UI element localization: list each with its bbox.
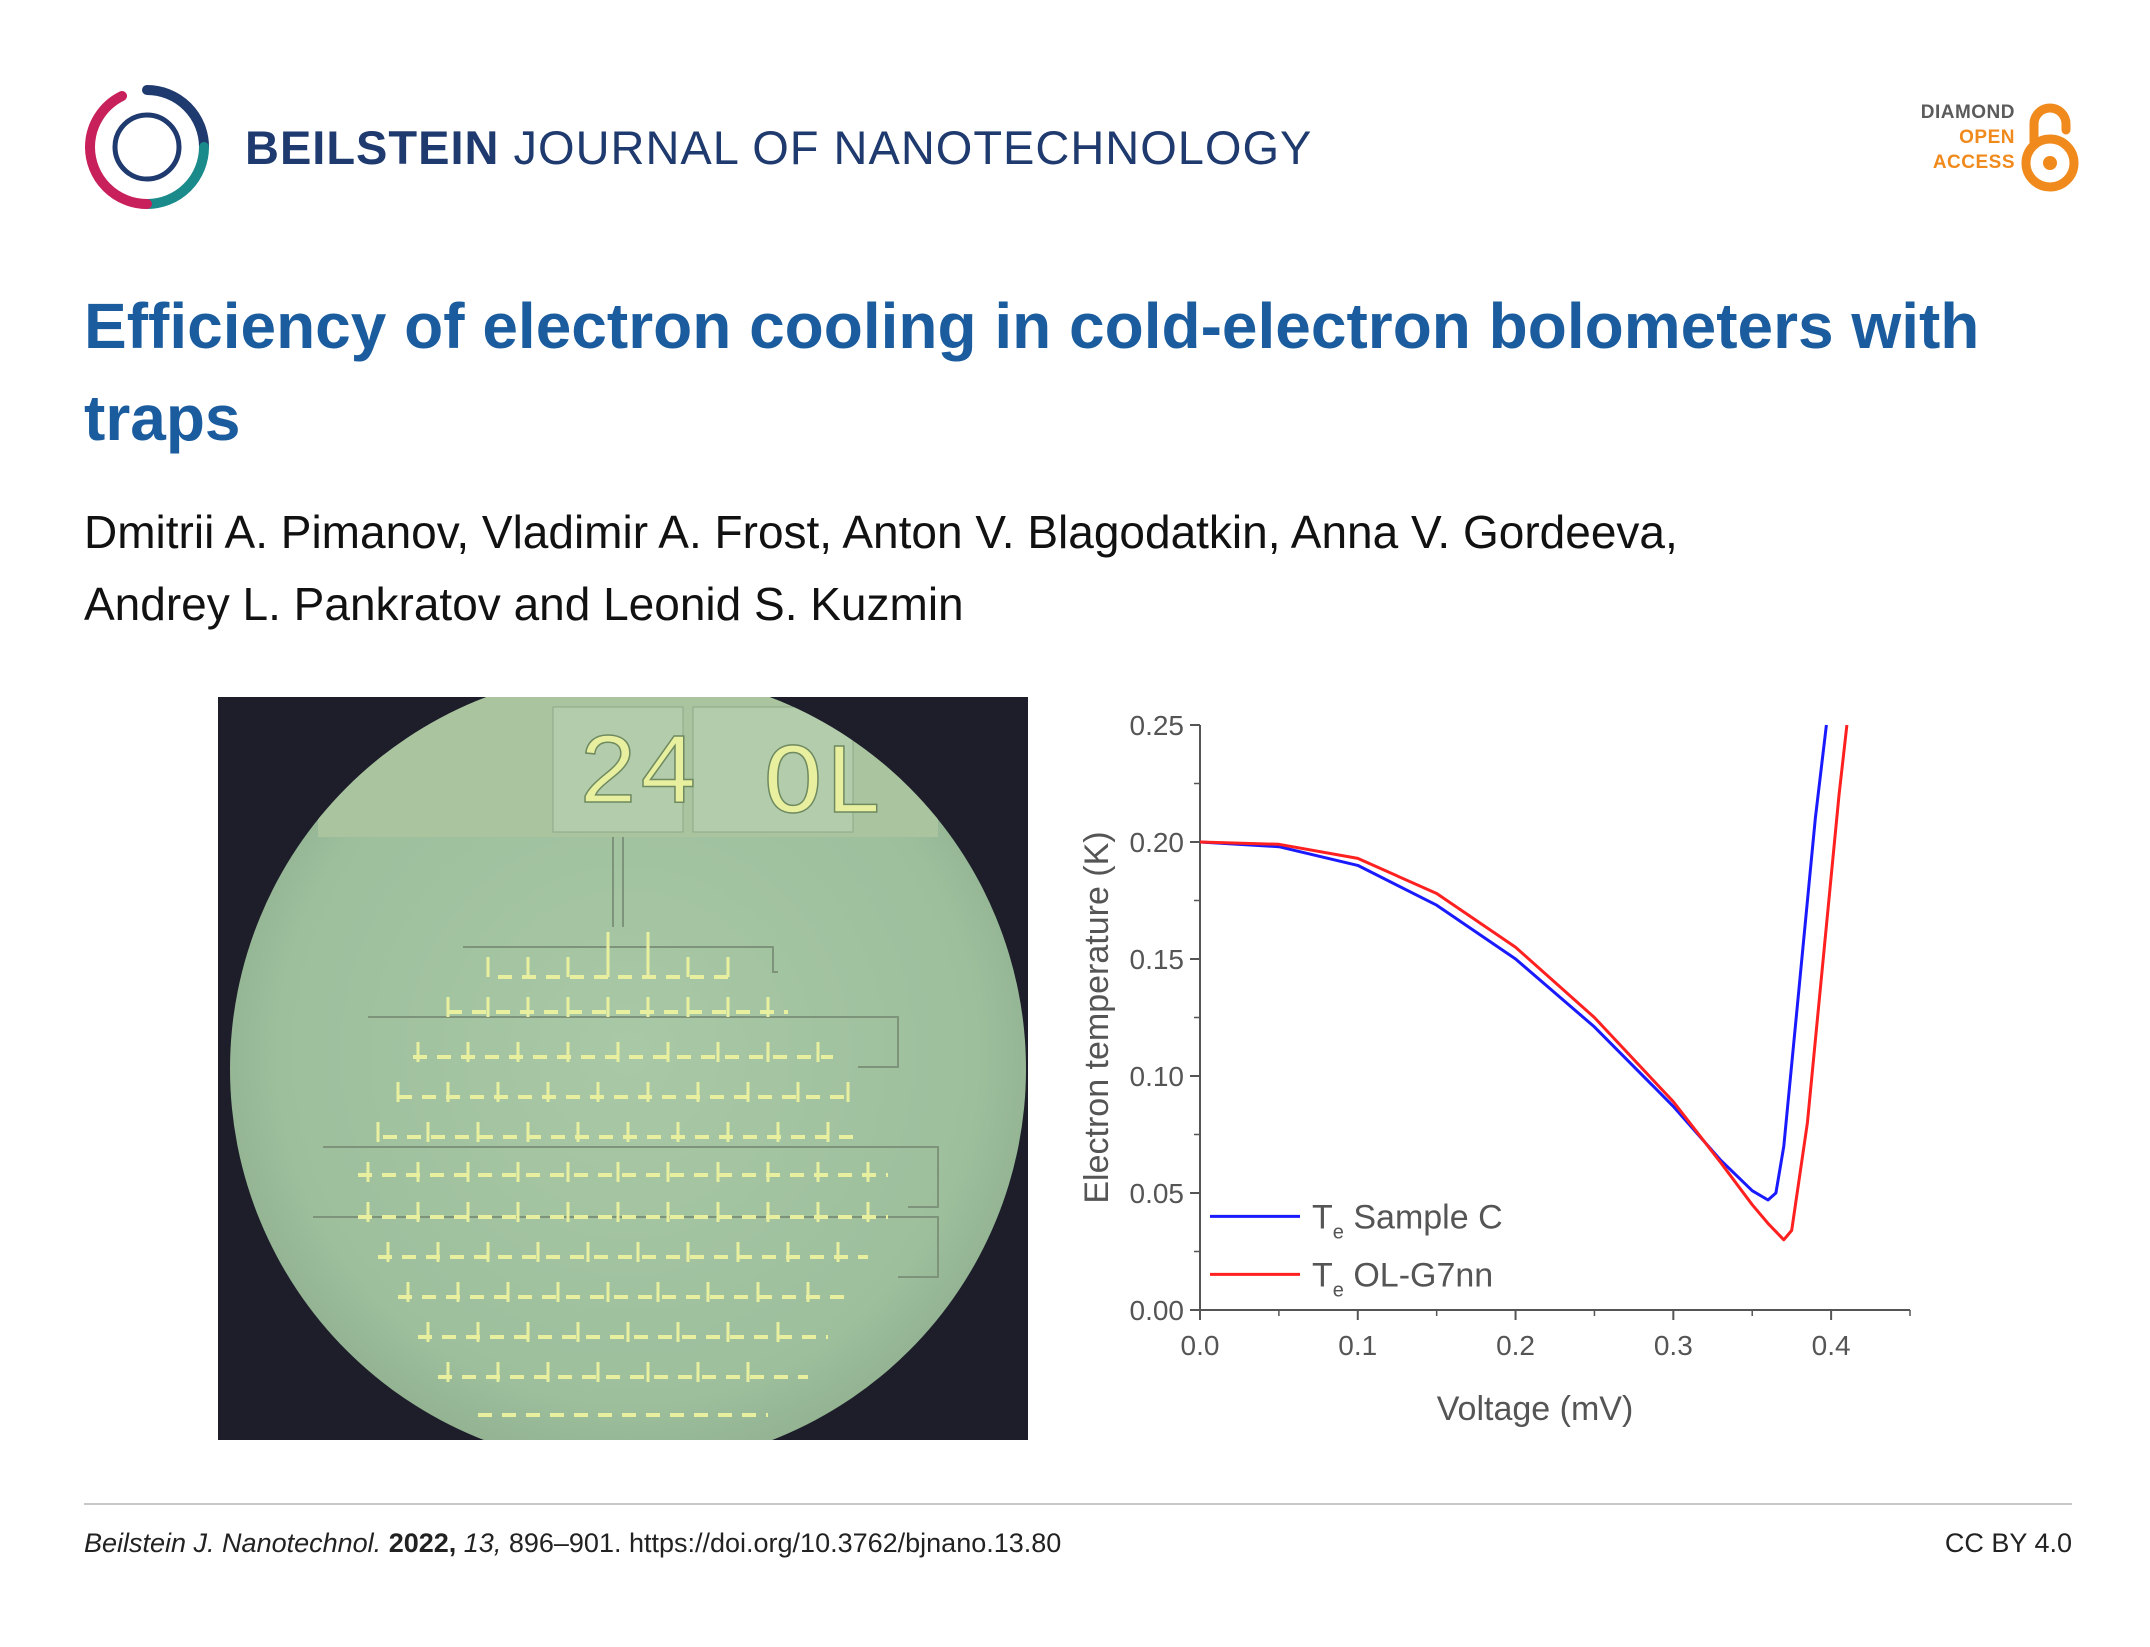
series-line-0 [1199, 724, 1828, 1202]
x-tick-label: 0.4 [1812, 1330, 1851, 1361]
x-axis-label: Voltage (mV) [1437, 1390, 1634, 1428]
y-tick-label: 0.25 [1130, 710, 1185, 741]
article-title: Efficiency of electron cooling in cold-e… [84, 290, 1980, 454]
legend-label-rest: OL-G7nn [1344, 1256, 1493, 1294]
journal-name-rest: JOURNAL OF NANOTECHNOLOGY [513, 121, 1313, 174]
y-tick-label: 0.20 [1130, 827, 1185, 858]
device-micrograph: 24 OL [218, 697, 1028, 1440]
x-tick-label: 0.1 [1338, 1330, 1377, 1361]
micrograph-label-24: 24 [578, 720, 698, 833]
x-tick-label: 0.0 [1181, 1330, 1220, 1361]
micrograph-label-ol: OL [763, 730, 883, 843]
citation-year: 2022, [388, 1528, 457, 1558]
legend-label-sub: e [1333, 1221, 1344, 1243]
journal-name: BEILSTEIN JOURNAL OF NANOTECHNOLOGY [245, 118, 1312, 178]
citation-pages-doi: 896–901. https://doi.org/10.3762/bjnano.… [508, 1528, 1062, 1558]
legend-label-rest: Sample C [1344, 1198, 1503, 1236]
chart-axes: 0.00 0.05 0.10 0.15 0.20 0.25 0.0 0.1 0.2 0.3 0.4 V… [1078, 710, 1911, 1428]
citation-journal: Beilstein J. Nanotechnol. [84, 1528, 382, 1558]
microscope-field [230, 697, 1026, 1440]
badge-line-access: ACCESS [1932, 152, 2015, 173]
diamond-open-access-badge: DIAMOND OPEN ACCESS [1880, 100, 2080, 200]
y-tick-label: 0.15 [1130, 944, 1185, 975]
badge-text: DIAMOND OPEN ACCESS [1921, 100, 2015, 175]
legend-label-sub: e [1333, 1279, 1344, 1301]
open-lock-icon [2021, 103, 2079, 192]
chart-series [1199, 724, 1849, 1242]
authors-line-1: Dmitrii A. Pimanov, Vladimir A. Frost, A… [84, 506, 1678, 558]
legend-label-main: T [1312, 1256, 1333, 1294]
y-tick-label: 0.05 [1130, 1178, 1185, 1209]
legend-label-1: Te OL-G7nn [1312, 1256, 1493, 1301]
citation-volume: 13, [463, 1528, 502, 1558]
y-tick-label: 0.10 [1130, 1061, 1185, 1092]
micrograph-image: 24 OL [230, 697, 1026, 1440]
y-axis-label: Electron temperature (K) [1078, 831, 1116, 1203]
citation: Beilstein J. Nanotechnol. 2022, 13, 896–… [84, 1528, 1061, 1559]
journal-name-bold: BEILSTEIN [245, 121, 500, 174]
x-tick-label: 0.2 [1496, 1330, 1535, 1361]
header: BEILSTEIN JOURNAL OF NANOTECHNOLOGY DIAM… [0, 0, 2150, 230]
footer-divider [84, 1503, 2072, 1505]
badge-line-diamond: DIAMOND [1920, 102, 2015, 123]
license: CC BY 4.0 [1944, 1528, 2072, 1558]
authors-line-2: Andrey L. Pankratov and Leonid S. Kuzmin [84, 578, 964, 630]
electron-temperature-chart: 0.00 0.05 0.10 0.15 0.20 0.25 0.0 0.1 0.2 0.3 0.4 V… [1078, 710, 1911, 1428]
x-tick-label: 0.3 [1654, 1330, 1693, 1361]
legend-label-main: T [1312, 1198, 1333, 1236]
series-line-1 [1199, 724, 1849, 1242]
y-tick-label: 0.00 [1130, 1295, 1185, 1326]
badge-line-open: OPEN [1959, 127, 2015, 148]
article-authors: Dmitrii A. Pimanov, Vladimir A. Frost, A… [84, 496, 1984, 640]
beilstein-logo-icon [85, 85, 209, 209]
legend-label-0: Te Sample C [1312, 1198, 1503, 1243]
chart-legend: Te Sample CTe OL-G7nn [1210, 1198, 1503, 1301]
